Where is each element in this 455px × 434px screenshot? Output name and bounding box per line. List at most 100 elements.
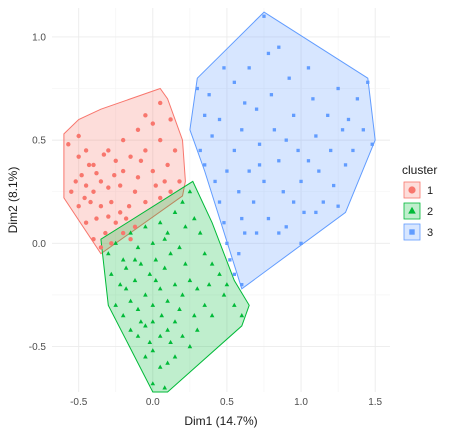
- cluster-1-point: [168, 189, 173, 194]
- cluster-2-point: [168, 251, 173, 256]
- cluster-1-point: [135, 175, 141, 180]
- cluster-2-point: [135, 306, 141, 311]
- grid: [52, 8, 390, 392]
- cluster-2-point: [183, 224, 188, 229]
- x-axis-ticks: -0.5 0.0 0.5 1.0 1.5: [70, 397, 382, 408]
- cluster-3-point: [272, 128, 277, 132]
- cluster-2-point: [209, 313, 215, 318]
- cluster-1-point: [73, 179, 78, 184]
- cluster-3-point: [257, 163, 262, 167]
- cluster-3-point: [195, 86, 199, 91]
- cluster-2-point: [147, 339, 153, 344]
- cluster-1-point: [82, 195, 87, 201]
- cluster-1-point: [109, 199, 114, 205]
- cluster-1-point: [153, 183, 158, 188]
- cluster-2-point: [120, 313, 126, 318]
- cluster-3-point: [240, 282, 244, 287]
- cluster-2-point: [153, 277, 159, 283]
- cluster-2-point: [132, 277, 138, 283]
- cluster-1-point: [132, 224, 138, 230]
- cluster-3-point: [228, 258, 232, 262]
- cluster-3-point: [302, 210, 306, 215]
- cluster-2-point: [195, 327, 200, 332]
- cluster-3-point: [203, 113, 207, 118]
- cluster-3-point: [284, 225, 288, 229]
- cluster-2-hull: [100, 180, 250, 393]
- cluster-1-point: [101, 152, 107, 157]
- cluster-points: [66, 14, 374, 390]
- legend-marker-1: [408, 186, 416, 194]
- cluster-3-point: [346, 117, 351, 122]
- cluster-1-point: [117, 183, 123, 188]
- cluster-3-point: [232, 272, 236, 276]
- cluster-3-point: [336, 86, 340, 91]
- cluster-1-point: [103, 230, 108, 236]
- cluster-1-point: [132, 189, 138, 194]
- cluster-3-point: [321, 200, 325, 204]
- cluster-3-point: [247, 66, 251, 70]
- cluster-1-point: [120, 230, 126, 236]
- cluster-3-point: [336, 204, 340, 208]
- x-tick-label: 0.5: [220, 397, 234, 408]
- cluster-2-point: [123, 265, 129, 270]
- x-tick-label: 0.0: [146, 397, 160, 408]
- cluster-2-point: [162, 265, 167, 270]
- cluster-2-point: [172, 209, 178, 214]
- cluster-2-point: [157, 220, 163, 225]
- cluster-1-point: [86, 162, 92, 168]
- cluster-2-point: [150, 302, 156, 307]
- cluster-1-point: [94, 170, 99, 176]
- cluster-3-point: [198, 148, 202, 153]
- cluster-2-point: [143, 224, 148, 229]
- cluster-2-point: [113, 302, 118, 307]
- cluster-2-point: [221, 292, 227, 297]
- cluster-3-point: [284, 138, 288, 142]
- cluster-2-point: [128, 327, 133, 332]
- cluster-3-point: [262, 179, 266, 184]
- cluster-2-point: [165, 298, 170, 303]
- cluster-2-point: [138, 319, 144, 324]
- cluster-2-point: [172, 354, 178, 359]
- cluster-hulls: [63, 11, 376, 393]
- cluster-3-point: [343, 163, 348, 167]
- cluster-2-point: [192, 216, 197, 221]
- legend-label-3: 3: [427, 227, 433, 239]
- cluster-2-point: [128, 230, 133, 235]
- cluster-2-point: [165, 360, 170, 365]
- cluster-1-point: [106, 148, 111, 153]
- cluster-1-point: [113, 158, 118, 163]
- cluster-2-point: [135, 333, 141, 338]
- cluster-1-point: [76, 154, 81, 159]
- cluster-2-point: [183, 261, 188, 266]
- cluster-3-point: [225, 241, 229, 246]
- cluster-2-point: [162, 236, 167, 241]
- cluster-2-point: [180, 333, 185, 338]
- cluster-1-point: [69, 189, 74, 194]
- cluster-2-point: [202, 302, 207, 307]
- legend-marker-3: [409, 229, 415, 235]
- cluster-1-point: [98, 203, 104, 209]
- cluster-3-point: [266, 216, 271, 221]
- cluster-2-point: [168, 339, 173, 344]
- cluster-2-point: [172, 282, 178, 287]
- y-axis-title: Dim2 (8.1%): [6, 167, 20, 234]
- cluster-3-point: [361, 128, 365, 132]
- cluster-2-point: [177, 306, 182, 311]
- cluster-2-point: [195, 286, 200, 291]
- cluster-3-point: [254, 107, 259, 111]
- cluster-3-point: [240, 216, 244, 221]
- cluster-2-point: [150, 348, 156, 353]
- cluster-3-point: [317, 169, 321, 173]
- cluster-1-point: [109, 241, 114, 246]
- cluster-1-point: [135, 127, 141, 133]
- cluster-2-point: [192, 313, 197, 318]
- cluster-2-point: [109, 271, 114, 276]
- cluster-1-point: [98, 245, 104, 250]
- cluster-3-point: [232, 80, 236, 84]
- cluster-2-point: [143, 354, 148, 359]
- cluster-1-point: [91, 162, 96, 168]
- cluster-3-point: [243, 231, 247, 235]
- cluster-1-point: [158, 195, 163, 201]
- cluster-3-point: [213, 179, 217, 184]
- cluster-3-point: [262, 14, 266, 18]
